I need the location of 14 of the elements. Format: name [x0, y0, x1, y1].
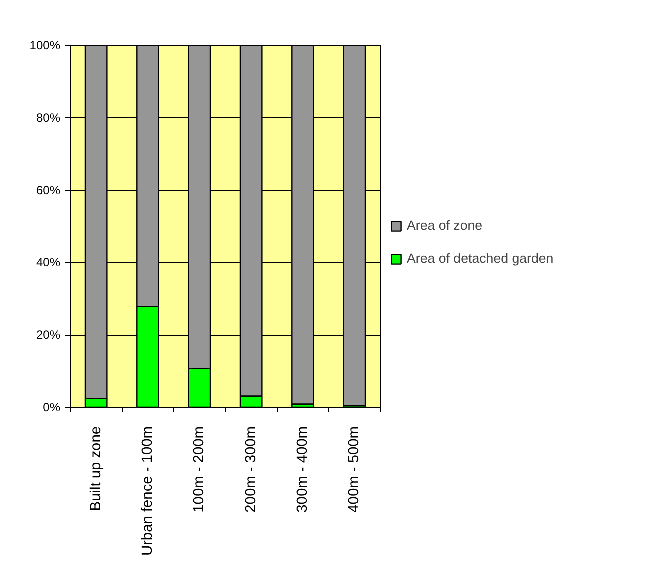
- legend-label: Area of zone: [407, 218, 483, 233]
- x-tick-label: 300m - 400m: [295, 426, 311, 513]
- x-tick-label: 100m - 200m: [192, 426, 208, 513]
- y-tick-label: 100%: [30, 38, 61, 52]
- y-tick-label: 20%: [36, 328, 61, 342]
- y-tick-label: 80%: [36, 110, 61, 125]
- y-tick-label: 40%: [36, 256, 61, 270]
- x-tick-label: 400m - 500m: [346, 426, 363, 513]
- x-tick-label: Urban fence - 100m: [140, 426, 156, 556]
- x-tick-label: Built up zone: [88, 426, 104, 512]
- legend-label: Area of detached garden: [407, 251, 554, 266]
- y-tick-label: 0%: [43, 400, 61, 414]
- x-tick-label: 200m - 300m: [243, 426, 260, 513]
- y-tick-label: 60%: [36, 183, 61, 198]
